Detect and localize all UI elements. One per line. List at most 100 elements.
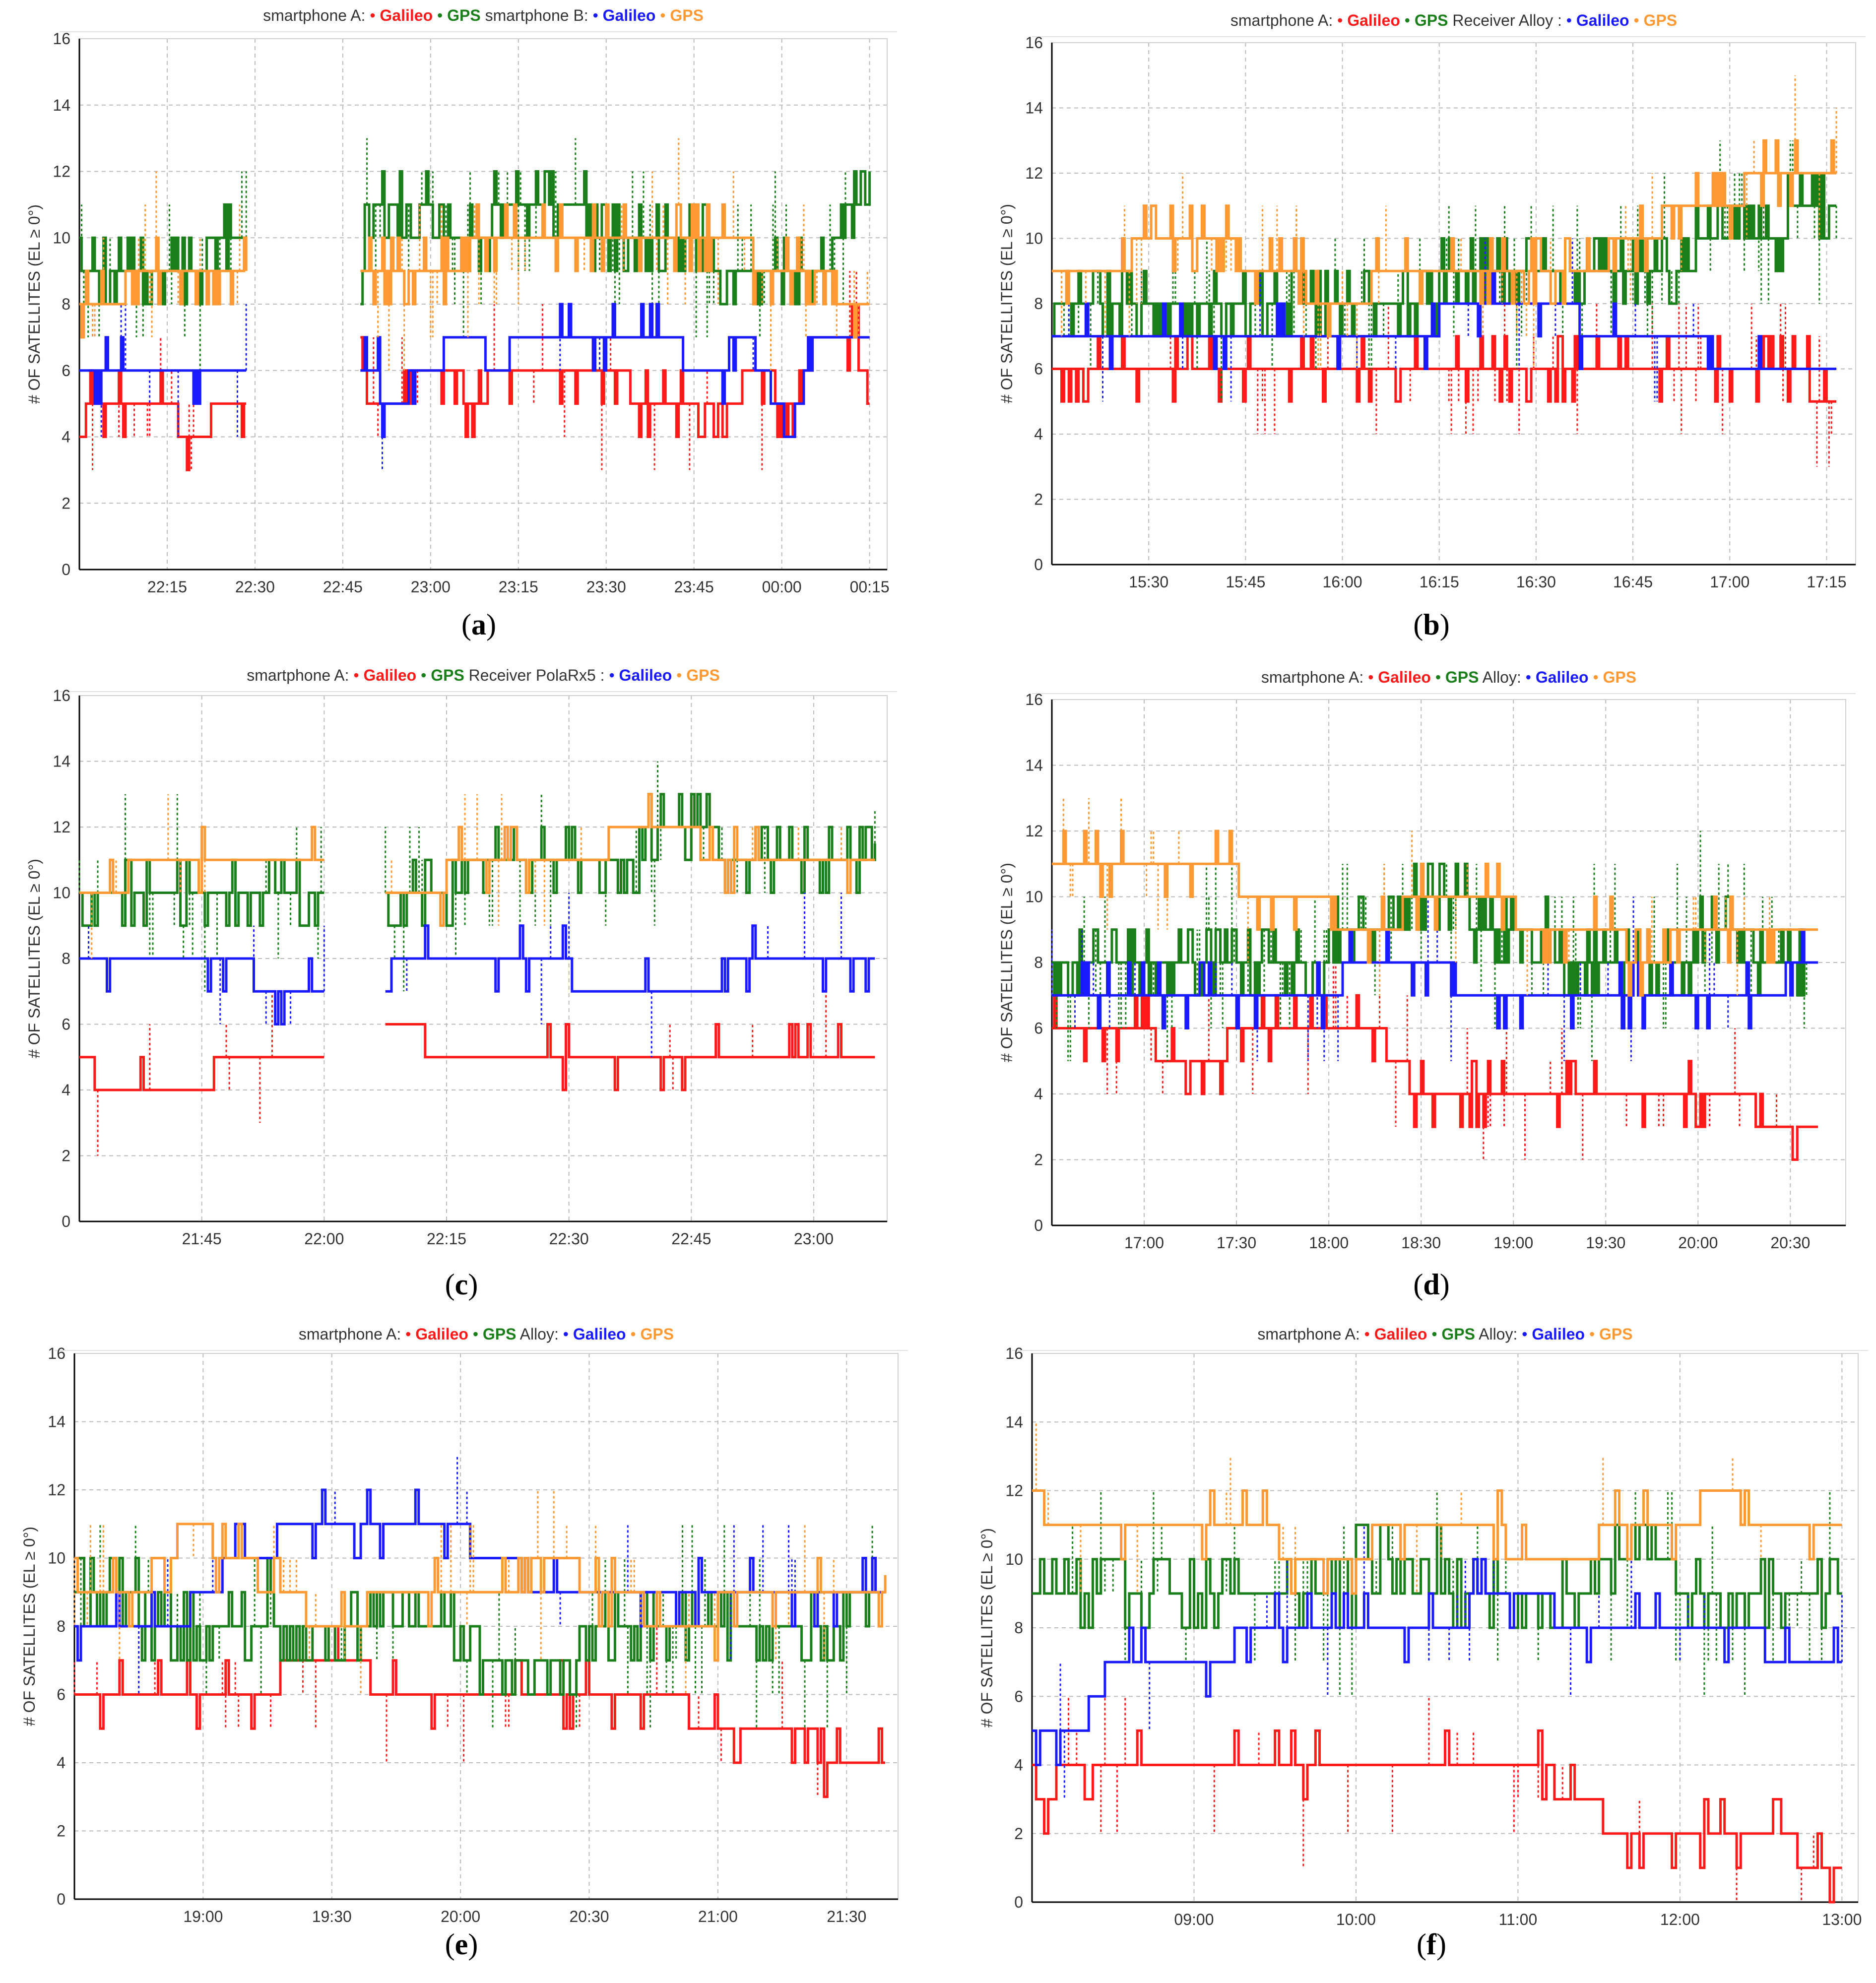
legend-ref-gps: GPS [1603,668,1637,686]
x-tick-label: 21:00 [698,1908,738,1925]
legend-group-a-label: smartphone A: [299,1325,401,1343]
series-ref_gal [1032,1525,1843,1799]
series-line [1052,994,1818,1161]
series-ref_gps [73,1490,887,1695]
series-line [360,303,870,438]
series-line [385,1023,875,1091]
series-phone_gal [1052,962,1818,1161]
legend-dot: • [365,6,380,24]
legend-group-a-label: smartphone A: [1257,1325,1359,1343]
legend-dot: • [1431,668,1445,686]
x-tick-label: 21:45 [182,1230,222,1248]
legend-phone-gps: GPS [1415,11,1448,29]
legend-c: smartphone A: • Galileo • GPS Receiver P… [247,666,720,684]
y-tick-label: 16 [48,1344,65,1362]
series-spikes [1059,1525,1843,1799]
y-tick-label: 14 [53,96,70,114]
legend-gap [464,666,469,684]
legend-dot: • [1562,11,1576,29]
series-line [385,924,875,993]
series-spikes [92,171,241,337]
legend-dot: • [433,6,447,24]
legend-phone-galileo: Galileo [380,6,433,24]
legend-dot: • [1427,1325,1441,1343]
legend-phone-galileo: Galileo [1374,1325,1427,1343]
chart-c: smartphone A: • Galileo • GPS Receiver P… [25,666,897,1248]
x-tick-label: 00:00 [762,578,802,596]
x-tick-label: 16:15 [1420,573,1459,591]
y-axis-label: # OF SATELLITES (EL ≥ 0°) [20,1527,38,1726]
series-ref_gal [1051,896,1818,1061]
y-tick-label: 8 [1014,1619,1023,1637]
y-tick-label: 2 [62,1147,70,1165]
x-tick-label: 17:00 [1124,1234,1164,1252]
y-tick-label: 0 [1014,1893,1023,1911]
y-tick-label: 10 [48,1549,65,1567]
series-ref_gal [79,303,870,470]
x-tick-label: 22:45 [323,578,363,596]
y-tick-label: 16 [1025,34,1043,52]
x-tick-label: 23:45 [674,578,714,596]
legend-phone-gps: GPS [431,666,464,684]
chart-a: smartphone A: • Galileo • GPS smartphone… [25,6,897,596]
series-spikes [1068,238,1694,402]
caption-f: (f) [1417,1928,1446,1961]
y-tick-label: 12 [1025,164,1043,182]
series-spikes [1062,798,1770,996]
panel-b: smartphone A: • Galileo • GPS Receiver A… [987,0,1876,650]
legend-dot: • [1400,11,1415,29]
x-tick-label: 23:15 [499,578,538,596]
legend-gap [516,1325,519,1343]
series-line [79,336,247,405]
series-spikes [1072,1490,1839,1697]
y-tick-label: 14 [1025,99,1043,117]
x-tick-label: 19:30 [312,1908,352,1925]
x-tick-label: 09:00 [1174,1911,1214,1928]
series-line [79,826,324,894]
y-tick-label: 12 [53,163,70,181]
y-tick-label: 8 [62,950,70,967]
series-line [1052,269,1836,370]
legend-ref-galileo: Galileo [619,666,672,684]
series-spikes [377,138,868,371]
series-line [1052,139,1836,338]
legend-gap [481,6,485,24]
legend-group-a-label: smartphone A: [247,666,349,684]
legend-dot: • [1521,668,1536,686]
series-line [360,203,870,339]
legend-e: smartphone A: • Galileo • GPS Alloy: • G… [299,1325,674,1343]
x-tick-label: 22:15 [147,578,187,596]
y-axis-label: # OF SATELLITES (EL ≥ 0°) [978,1528,996,1727]
x-tick-label: 16:00 [1323,573,1362,591]
x-tick-label: 22:45 [671,1230,711,1248]
series-spikes [1051,896,1729,1061]
series-line [79,1056,324,1091]
series-ref_gps [79,793,875,959]
legend-b: smartphone A: • Galileo • GPS Receiver A… [1230,11,1677,29]
legend-d: smartphone A: • Galileo • GPS Alloy: • G… [1261,668,1636,686]
y-tick-label: 8 [57,1617,65,1635]
legend-dot: • [588,6,603,24]
series-spikes [1068,1696,1814,1902]
y-tick-label: 14 [1025,757,1043,774]
x-tick-label: 22:00 [304,1230,344,1248]
series-phone_gal [1032,1696,1842,1904]
legend-dot: • [559,1325,573,1343]
y-tick-label: 2 [1034,491,1043,509]
y-axis-label: # OF SATELLITES (EL ≥ 0°) [25,204,43,404]
series-ref_gps [1052,798,1818,997]
series-line [1032,1729,1842,1904]
y-axis-label: # OF SATELLITES (EL ≥ 0°) [25,859,43,1058]
legend-phone-gps: GPS [483,1325,517,1343]
legend-group-a-label: smartphone A: [1261,668,1363,686]
legend-group-b-label: smartphone B: [485,6,588,24]
chart-e: smartphone A: • Galileo • GPS Alloy: • G… [20,1325,908,1925]
series-ref_gal [1052,238,1836,402]
y-tick-label: 0 [1034,556,1043,574]
series-phone_gps [79,138,871,371]
x-tick-label: 19:00 [1493,1234,1533,1252]
y-tick-label: 6 [1034,1020,1043,1037]
legend-ref-gps: GPS [686,666,720,684]
series-spikes [1035,1422,1814,1594]
series-ref_gps [79,138,870,371]
